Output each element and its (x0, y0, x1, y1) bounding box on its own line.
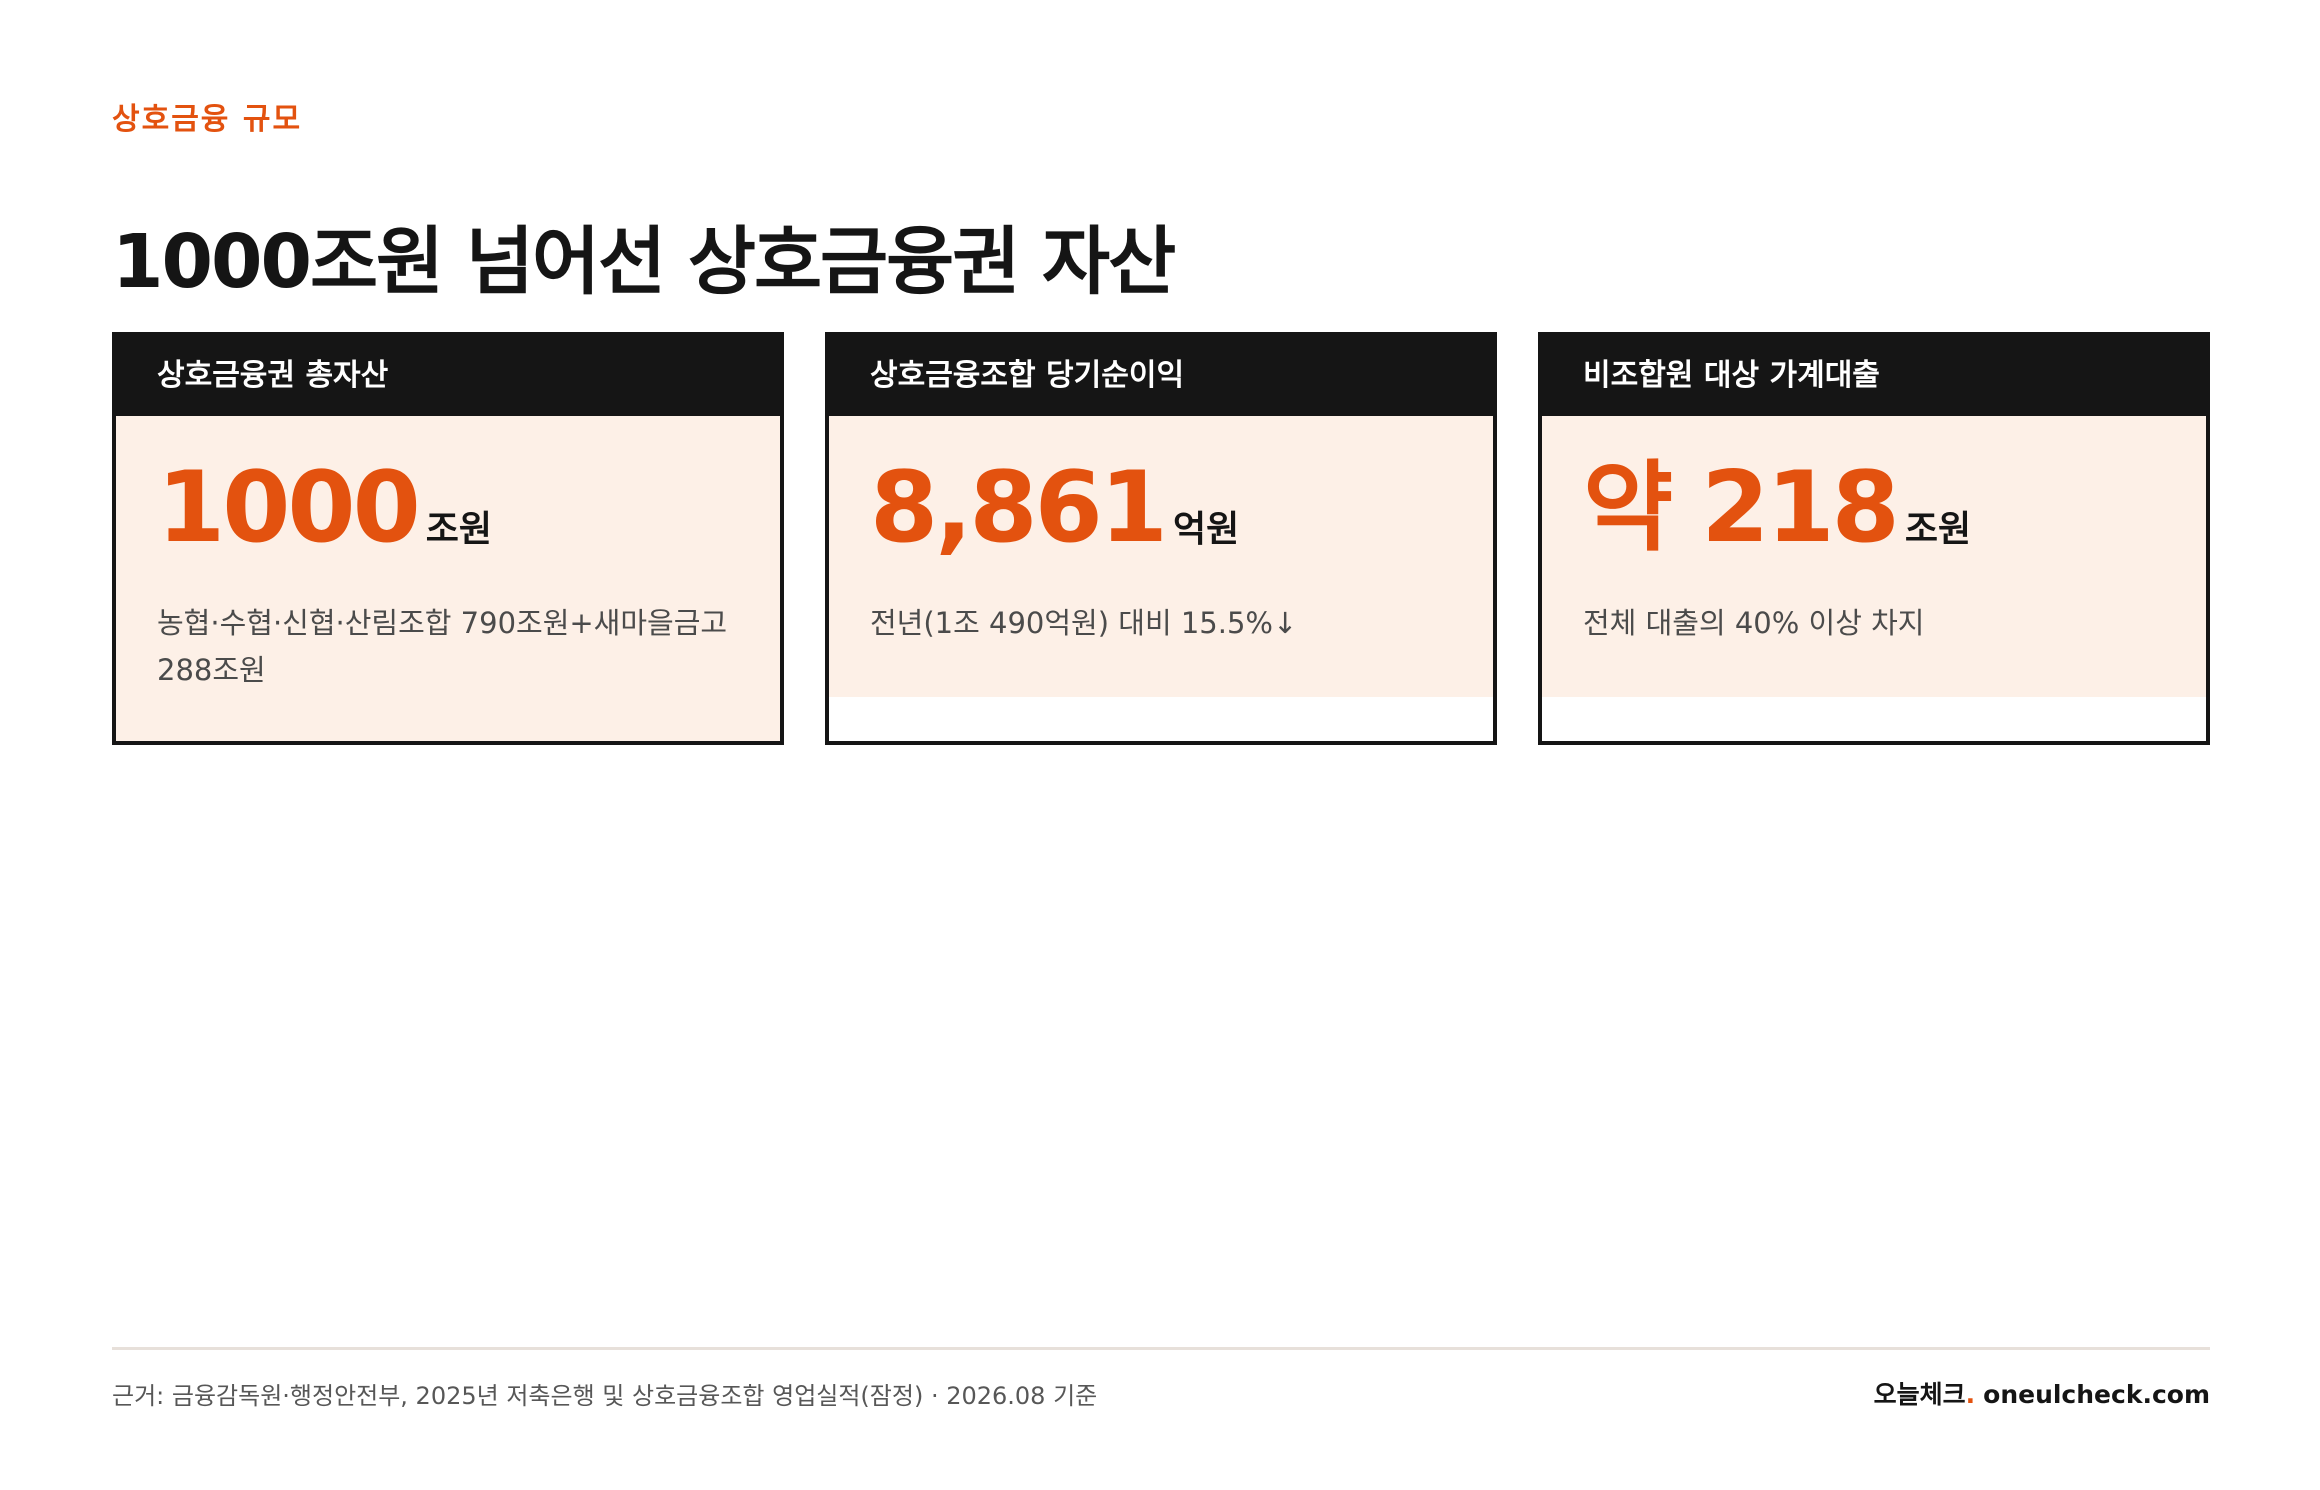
net-income-card: 상호금융조합 당기순이익 8,861 억원 전년(1조 490억원) 대비 15.… (825, 332, 1497, 745)
nonmember-household-loans-card-body: 약 218 조원 전체 대출의 40% 이상 차지 (1542, 416, 2206, 697)
net-income-value: 8,861 (870, 451, 1168, 565)
total-assets-card-body: 1000 조원 농협·수협·신협·산림조합 790조원+새마을금고 288조원 (116, 416, 780, 741)
nonmember-household-loans-figure: 약 218 조원 (1583, 458, 1971, 558)
nonmember-household-loans-card-header: 비조합원 대상 가계대출 (1542, 336, 2206, 416)
source-note: 근거: 금융감독원·행정안전부, 2025년 저축은행 및 상호금융조합 영업실… (112, 1382, 1098, 1410)
footer-divider (112, 1347, 2210, 1350)
total-assets-card-header: 상호금융권 총자산 (116, 336, 780, 416)
total-assets-figure: 1000 조원 (157, 458, 492, 558)
net-income-figure: 8,861 억원 (870, 458, 1239, 558)
metric-cards: 상호금융권 총자산 1000 조원 농협·수협·신협·산림조합 790조원+새마을… (112, 332, 2210, 745)
total-assets-value: 1000 (157, 451, 421, 565)
net-income-card-body: 8,861 억원 전년(1조 490억원) 대비 15.5%↓ (829, 416, 1493, 697)
net-income-card-header: 상호금융조합 당기순이익 (829, 336, 1493, 416)
total-assets-unit: 조원 (425, 509, 493, 550)
nonmember-household-loans-card: 비조합원 대상 가계대출 약 218 조원 전체 대출의 40% 이상 차지 (1538, 332, 2210, 745)
net-income-unit: 억원 (1172, 509, 1240, 550)
total-assets-note: 농협·수협·신협·산림조합 790조원+새마을금고 288조원 (157, 606, 728, 687)
nonmember-household-loans-note: 전체 대출의 40% 이상 차지 (1583, 606, 1925, 640)
kicker: 상호금융 규모 (112, 102, 303, 137)
brand-dot: . (1965, 1380, 1976, 1409)
brand-domain: oneulcheck.com (1983, 1380, 2210, 1409)
page-title: 1000조원 넘어선 상호금융권 자산 (112, 218, 1176, 305)
brand-signature: 오늘체크. oneulcheck.com (1874, 1378, 2210, 1412)
brand-name: 오늘체크 (1873, 1380, 1966, 1409)
total-assets-card: 상호금융권 총자산 1000 조원 농협·수협·신협·산림조합 790조원+새마을… (112, 332, 784, 745)
net-income-note: 전년(1조 490억원) 대비 15.5%↓ (870, 606, 1298, 640)
nonmember-household-loans-value: 약 218 (1583, 451, 1900, 565)
nonmember-household-loans-unit: 조원 (1904, 509, 1972, 550)
